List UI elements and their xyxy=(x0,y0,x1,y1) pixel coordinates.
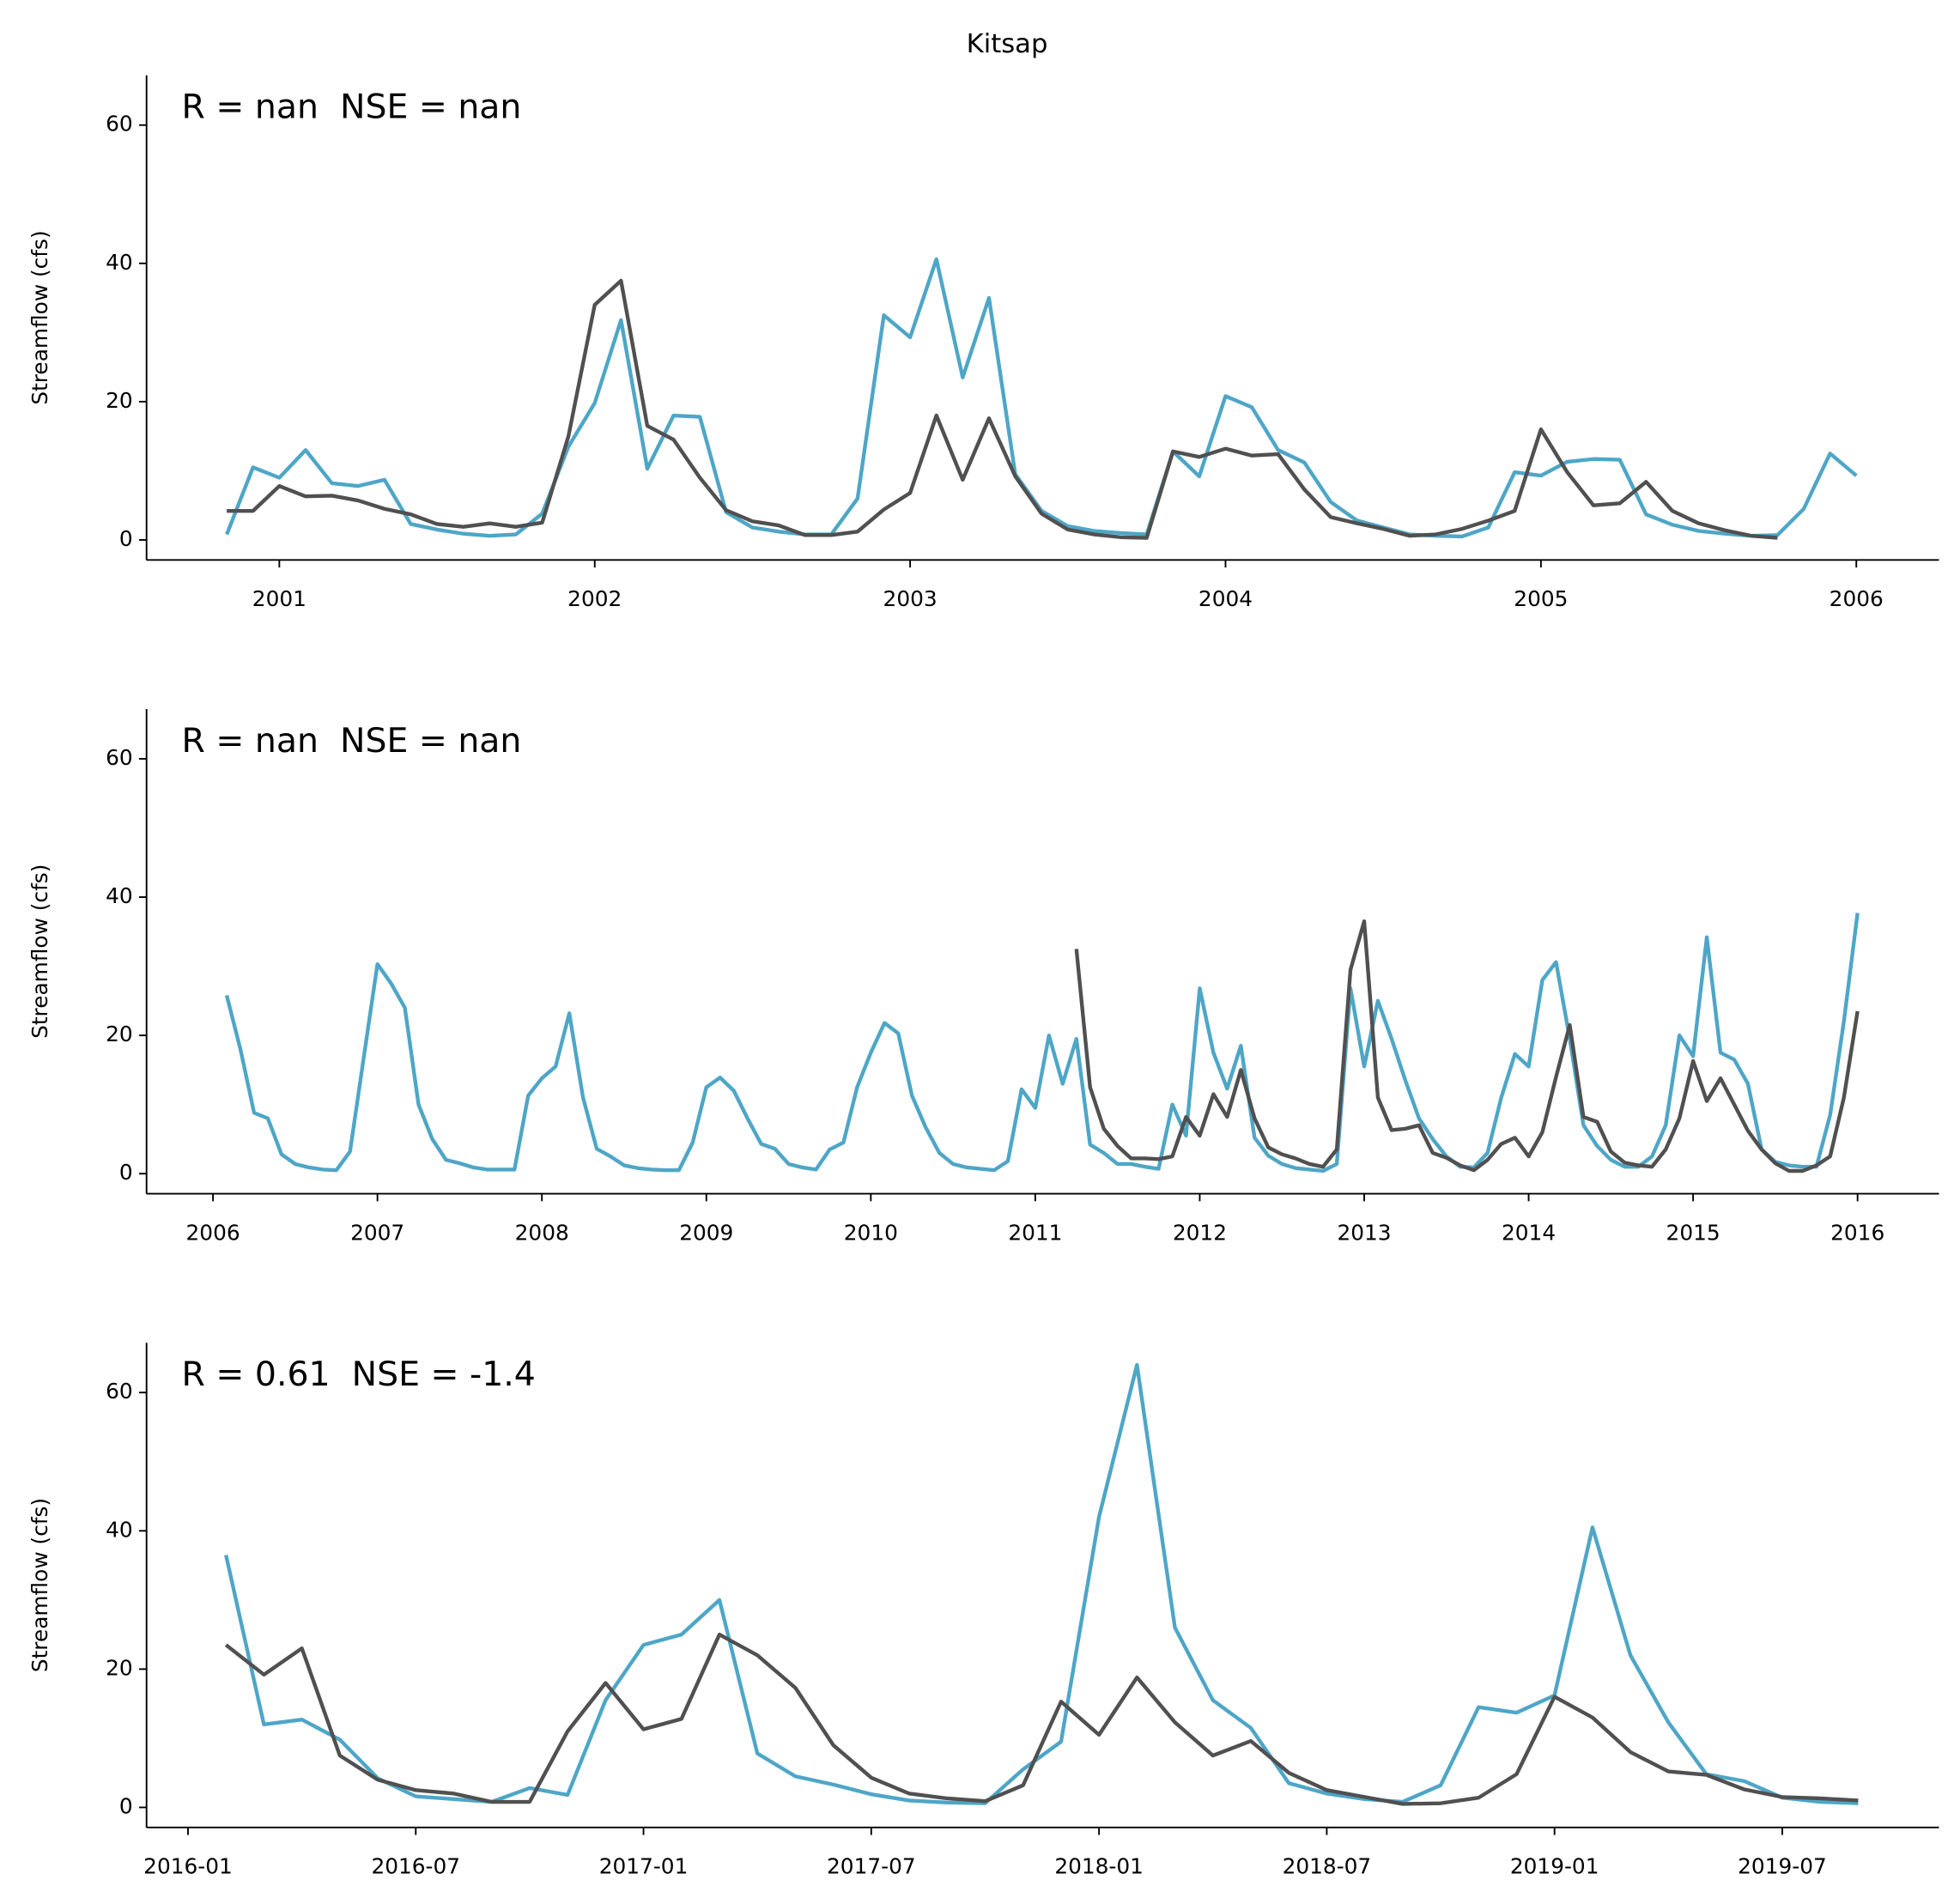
series-line xyxy=(1074,919,1860,1173)
x-tick-label: 2016-07 xyxy=(371,1854,460,1879)
x-tick-label: 2006 xyxy=(186,1220,240,1245)
annotation: R = nan NSE = nan xyxy=(182,88,522,127)
x-tick-label: 2007 xyxy=(350,1220,404,1245)
x-tick-label: 2016-01 xyxy=(143,1854,233,1879)
y-tick-label: 0 xyxy=(119,1160,133,1185)
y-tick-label: 40 xyxy=(106,250,133,275)
x-tick-label: 2018-01 xyxy=(1054,1854,1144,1879)
y-tick-label: 20 xyxy=(106,1022,133,1046)
y-axis-label: Streamflow (cfs) xyxy=(27,230,52,404)
x-tick-label: 2003 xyxy=(883,586,938,611)
y-tick-label: 20 xyxy=(106,1655,133,1680)
x-tick-label: 2009 xyxy=(679,1220,733,1245)
annotation: R = nan NSE = nan xyxy=(182,721,522,761)
series-line xyxy=(224,1632,1859,1806)
y-tick-label: 0 xyxy=(119,1793,133,1818)
x-tick-label: 2019-01 xyxy=(1510,1854,1599,1879)
series-line xyxy=(224,1362,1859,1805)
x-tick-label: 2006 xyxy=(1830,586,1884,611)
x-tick-label: 2005 xyxy=(1514,586,1568,611)
x-tick-label: 2018-07 xyxy=(1283,1854,1372,1879)
x-tick-label: 2014 xyxy=(1502,1220,1556,1245)
series-line xyxy=(227,278,1778,540)
y-tick-label: 60 xyxy=(106,745,133,770)
y-axis-label: Streamflow (cfs) xyxy=(27,1498,52,1672)
x-tick-label: 2016 xyxy=(1830,1220,1884,1245)
x-tick-label: 2010 xyxy=(844,1220,898,1245)
annotation: R = 0.61 NSE = -1.4 xyxy=(182,1355,536,1394)
x-tick-label: 2008 xyxy=(515,1220,569,1245)
x-tick-label: 2019-07 xyxy=(1738,1854,1827,1879)
y-tick-label: 40 xyxy=(106,883,133,908)
y-axis-label: Streamflow (cfs) xyxy=(27,864,52,1039)
x-tick-label: 2001 xyxy=(252,586,306,611)
x-tick-label: 2017-01 xyxy=(599,1854,689,1879)
x-tick-label: 2011 xyxy=(1008,1220,1062,1245)
y-tick-label: 0 xyxy=(119,526,133,551)
x-tick-label: 2012 xyxy=(1173,1220,1227,1245)
y-tick-label: 60 xyxy=(106,1379,133,1404)
y-tick-label: 20 xyxy=(106,388,133,413)
x-tick-label: 2013 xyxy=(1337,1220,1391,1245)
figure-title: Kitsap xyxy=(967,29,1048,59)
x-tick-label: 2017-07 xyxy=(827,1854,916,1879)
x-tick-label: 2004 xyxy=(1198,586,1253,611)
y-tick-label: 40 xyxy=(106,1517,133,1542)
series-line xyxy=(224,913,1860,1173)
y-tick-label: 60 xyxy=(106,112,133,136)
x-tick-label: 2015 xyxy=(1666,1220,1720,1245)
x-tick-label: 2002 xyxy=(567,586,622,611)
